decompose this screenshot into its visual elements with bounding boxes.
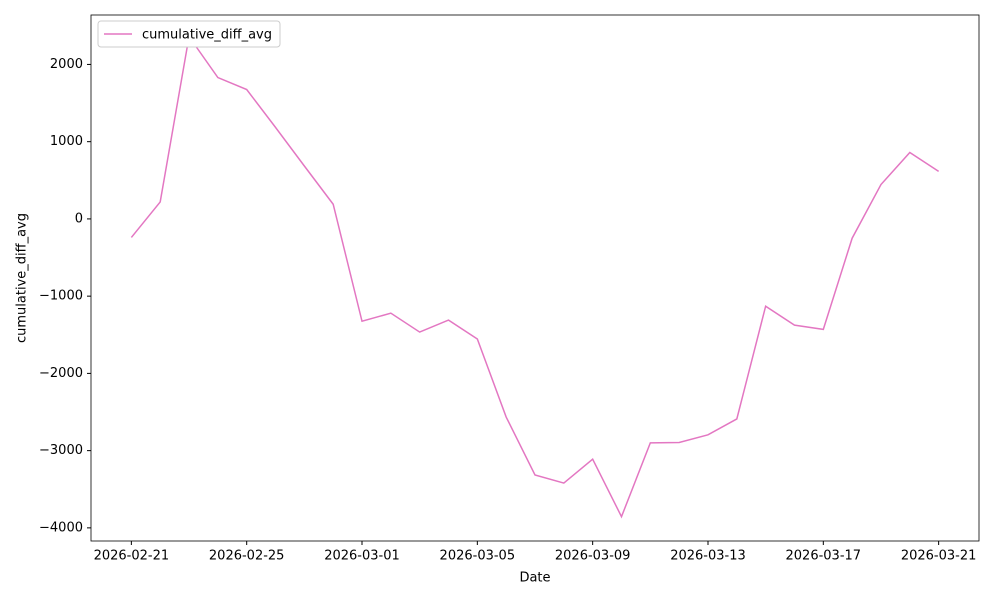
x-axis-label: Date (519, 571, 550, 586)
plot-frame (90, 14, 980, 542)
y-tick-label: 2000 (50, 57, 83, 72)
y-tick-label: −2000 (39, 366, 83, 381)
x-tick-label: 2026-03-13 (670, 549, 746, 564)
x-tick-label: 2026-02-25 (209, 549, 285, 564)
legend-label: cumulative_diff_avg (142, 28, 272, 43)
y-tick-label: 0 (75, 211, 83, 226)
x-tick-label: 2026-03-05 (440, 549, 516, 564)
y-tick-label: −1000 (39, 289, 83, 304)
x-tick-label: 2026-03-17 (786, 549, 862, 564)
x-tick-label: 2026-03-09 (555, 549, 631, 564)
y-tick-label: −3000 (39, 443, 83, 458)
x-tick-label: 2026-03-01 (324, 549, 400, 564)
y-tick-label: 1000 (50, 134, 83, 149)
y-tick-label: −4000 (39, 520, 83, 535)
y-axis-label: cumulative_diff_avg (15, 213, 30, 343)
legend-box (97, 20, 281, 48)
line (130, 34, 940, 519)
x-tick-label: 2026-03-21 (901, 549, 977, 564)
x-tick-label: 2026-02-21 (94, 549, 170, 564)
